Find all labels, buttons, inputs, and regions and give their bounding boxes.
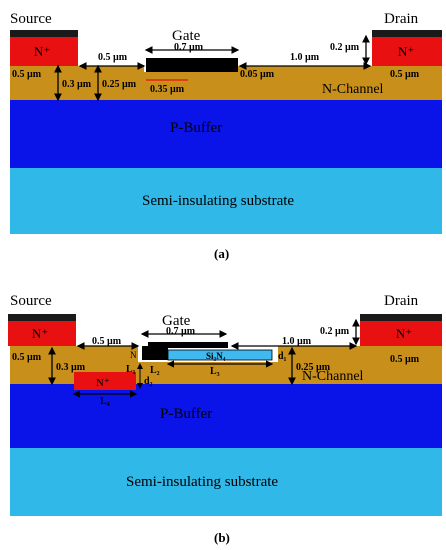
p-buffer-layer (10, 100, 442, 168)
dim-left-depth: 0.5 µm (12, 69, 42, 80)
n-mark: N (130, 350, 137, 360)
dim-d2: d₂ (144, 376, 153, 387)
dim-d1: d₁ (278, 351, 287, 362)
drain-nplus-label: N⁺ (398, 44, 414, 59)
dim-gate-length-b: 0.7 µm (166, 326, 196, 337)
dim-l4: L₄ (100, 396, 110, 407)
source-nplus (10, 36, 78, 66)
n-channel-label-b: N-Channel (302, 369, 364, 384)
drain-contact-b (360, 314, 442, 321)
drain-contact (372, 30, 442, 37)
source-nplus-b (8, 320, 76, 346)
n-channel-label: N-Channel (322, 82, 384, 97)
p-buffer-label: P-Buffer (170, 120, 222, 136)
source-contact (10, 30, 78, 37)
buried-nplus (74, 372, 136, 390)
drain-label-b: Drain (384, 293, 419, 309)
dim-l2: L₂ (150, 365, 160, 376)
source-label: Source (10, 11, 52, 27)
dim-depth-025: 0.25 µm (102, 79, 137, 90)
dim-depth-025-b: 0.25 µm (296, 362, 331, 373)
panel-a-label: (a) (214, 246, 229, 261)
substrate-label-b: Semi-insulating substrate (126, 474, 278, 490)
dim-left-depth-b: 0.5 µm (12, 352, 42, 363)
source-contact-b (8, 314, 76, 321)
p-buffer-label-b: P-Buffer (160, 406, 212, 422)
dim-right-depth: 0.5 µm (390, 69, 420, 80)
dim-recess-035: 0.35 µm (150, 84, 185, 95)
dim-drain-cap: 0.2 µm (330, 42, 360, 53)
drain-nplus-label-b: N⁺ (396, 326, 412, 341)
drain-nplus-b (360, 320, 442, 346)
source-nplus-label: N⁺ (34, 44, 50, 59)
dim-gate-length: 0.7 µm (174, 42, 204, 53)
buried-nplus-label: N⁺ (96, 377, 110, 389)
gate-metal-b (142, 346, 168, 360)
substrate-label: Semi-insulating substrate (142, 193, 294, 209)
source-label-b: Source (10, 293, 52, 309)
dim-drain-cap-b: 0.2 µm (320, 326, 350, 337)
dim-l1: L₁ (126, 364, 136, 375)
dim-recess-005: 0.05 µm (240, 69, 275, 80)
sin-layer (167, 349, 273, 361)
dim-depth-03: 0.3 µm (62, 79, 92, 90)
panel-b: Source Drain Gate N⁺ N⁺ N-Channel P-Buff… (8, 293, 442, 516)
drain-nplus (372, 36, 442, 66)
source-nplus-label-b: N⁺ (32, 326, 48, 341)
dim-gs-spacing: 0.5 µm (98, 52, 128, 63)
dim-gs-spacing-b: 0.5 µm (92, 336, 122, 347)
gate-label-b: Gate (162, 313, 191, 329)
panel-a: Source Drain Gate N⁺ N⁺ N-Channel P-Buff… (10, 11, 442, 234)
gate-metal (146, 58, 238, 72)
dim-right-depth-b: 0.5 µm (390, 354, 420, 365)
substrate-layer-b (10, 448, 442, 516)
panel-b-label: (b) (214, 530, 230, 545)
dim-l3: L₃ (210, 366, 220, 377)
dim-gd-spacing-b: 1.0 µm (282, 336, 312, 347)
sin-label: Si₃N₄ (206, 351, 226, 361)
dim-depth-03-b: 0.3 µm (56, 362, 86, 373)
dim-gd-spacing: 1.0 µm (290, 52, 320, 63)
drain-label: Drain (384, 11, 419, 27)
gate-label: Gate (172, 28, 201, 44)
substrate-layer (10, 168, 442, 234)
gate-top-b (148, 342, 228, 348)
